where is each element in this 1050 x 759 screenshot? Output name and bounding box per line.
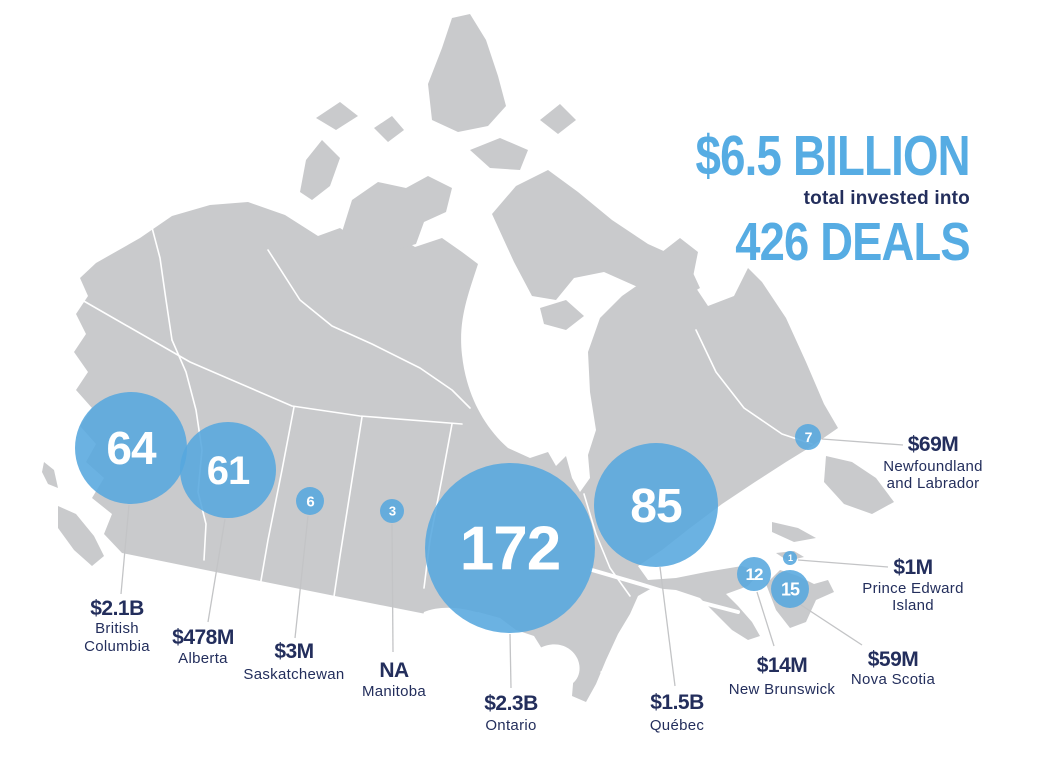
province-group-ab: 61 $478M Alberta (172, 422, 276, 667)
bubble-count-ab: 61 (207, 449, 250, 493)
bubble-on (425, 463, 595, 633)
amount-nl: $69M (908, 433, 959, 456)
anticosti-island (772, 522, 816, 542)
province-group-mb: 3 NA Manitoba (362, 499, 426, 700)
bubble-pe (783, 551, 797, 565)
baffin-island (492, 170, 700, 302)
headline: $6.5 BILLION total invested into 426 DEA… (627, 124, 971, 272)
name-sk: Saskatchewan (243, 666, 344, 683)
leader-line-ns (800, 604, 863, 646)
bubble-bc (75, 392, 187, 504)
leader-line-mb (391, 523, 394, 653)
amount-qc: $1.5B (650, 691, 704, 714)
name-mb: Manitoba (362, 683, 426, 700)
bubble-count-nl: 7 (805, 429, 813, 445)
leader-line-sk (294, 515, 309, 639)
name-bc-2: Columbia (84, 638, 150, 655)
vancouver-island (58, 506, 104, 566)
amount-mb: NA (379, 659, 409, 682)
leader-line-qc (659, 566, 676, 687)
lake-ontario-erie (600, 652, 642, 682)
leader-line-bc (120, 504, 130, 595)
name-ns: Nova Scotia (851, 671, 936, 688)
bubble-ab (180, 422, 276, 518)
bubble-count-ns: 15 (781, 579, 800, 599)
headline-deal-count: 426 DEALS (735, 211, 971, 272)
canada-mainland (74, 202, 838, 702)
name-nb: New Brunswick (729, 681, 836, 698)
bubble-mb (380, 499, 404, 523)
name-nl-2: and Labrador (887, 475, 980, 492)
bubble-count-nb: 12 (746, 565, 763, 584)
name-bc-1: British (95, 620, 139, 637)
bubble-count-mb: 3 (389, 504, 396, 519)
name-ab: Alberta (178, 650, 228, 667)
bubble-count-pe: 1 (788, 553, 793, 563)
name-on: Ontario (485, 717, 536, 734)
border-60th-parallel (81, 299, 463, 425)
border-quebec-labrador (695, 329, 813, 445)
bubble-qc (594, 443, 718, 567)
leader-line-pe (797, 559, 889, 568)
amount-ab: $478M (172, 626, 234, 649)
name-pe-2: Island (892, 597, 934, 614)
province-group-sk: 6 $3M Saskatchewan (243, 487, 344, 683)
province-group-pe: 1 $1M Prince Edward Island (783, 551, 963, 614)
bubble-nb (737, 557, 771, 591)
province-group-bc: 64 $2.1B British Columbia (75, 392, 187, 655)
amount-on: $2.3B (484, 692, 538, 715)
name-qc: Québec (650, 717, 705, 734)
amount-bc: $2.1B (90, 597, 144, 620)
ellesmere-island (428, 14, 506, 132)
bubble-ns (771, 570, 809, 608)
headline-total-amount: $6.5 BILLION (695, 124, 971, 188)
border-saskatchewan-manitoba (331, 416, 363, 611)
banks-island (300, 140, 340, 200)
headline-subtitle: total invested into (803, 188, 970, 209)
province-group-nl: 7 $69M Newfoundland and Labrador (795, 424, 983, 492)
province-group-nb: 12 $14M New Brunswick (729, 557, 836, 698)
bubble-count-on: 172 (460, 515, 560, 584)
bubble-count-sk: 6 (306, 493, 314, 510)
newfoundland-island (824, 456, 894, 514)
bubble-sk (296, 487, 324, 515)
leader-line-nl (821, 438, 904, 446)
province-group-ns: 15 $59M Nova Scotia (771, 570, 935, 688)
amount-pe: $1M (893, 556, 932, 579)
leader-line-ab (207, 518, 226, 623)
border-yukon-nwt (149, 219, 173, 341)
victoria-island (342, 176, 452, 252)
southampton-island (540, 300, 584, 330)
haida-gwaii (42, 462, 58, 488)
bubble-nl (795, 424, 821, 450)
leader-line-on (509, 633, 512, 689)
bubble-count-bc: 64 (106, 422, 157, 474)
name-nl-1: Newfoundland (883, 458, 983, 475)
devon-island (470, 138, 528, 170)
leader-line-nb (756, 591, 775, 647)
province-group-on: 172 $2.3B Ontario (425, 463, 595, 734)
arctic-islet-1 (374, 116, 404, 142)
arctic-islet-2 (540, 104, 576, 134)
border-ontario-quebec (583, 493, 631, 597)
lake-huron (538, 644, 580, 687)
border-nwt-nunavut (267, 249, 471, 409)
amount-sk: $3M (274, 640, 313, 663)
border-alberta-saskatchewan (257, 406, 295, 599)
melville-island (316, 102, 358, 130)
province-group-qc: 85 $1.5B Québec (594, 443, 718, 734)
name-pe-1: Prince Edward (862, 580, 963, 597)
amount-nb: $14M (757, 654, 808, 677)
amount-ns: $59M (868, 648, 919, 671)
bubble-count-qc: 85 (630, 480, 682, 533)
